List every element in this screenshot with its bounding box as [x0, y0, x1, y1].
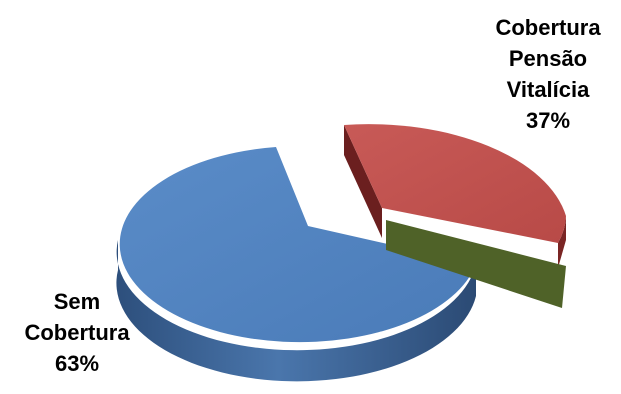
label-sem-cobertura: Sem Cobertura 63%	[2, 286, 152, 379]
label-cobertura-line2: Pensão	[508, 46, 588, 71]
label-sem-cobertura-line2: Cobertura	[24, 320, 130, 345]
label-cobertura-percent: 37%	[525, 108, 571, 133]
pie-slice-sem-cobertura	[119, 147, 476, 343]
label-cobertura-line3: Vitalícia	[506, 77, 590, 102]
label-sem-cobertura-percent: 63%	[54, 351, 100, 376]
pie-slice-sem-cobertura-side	[116, 240, 476, 382]
label-cobertura-line1: Cobertura	[495, 15, 601, 40]
label-sem-cobertura-line1: Sem	[53, 289, 101, 314]
pie-slice-cobertura-cut-face	[386, 220, 566, 308]
pie-slice-cobertura-rim	[558, 216, 566, 268]
pie-slice-cobertura-wall	[344, 125, 382, 238]
pie-slice-cobertura-pensao-vitalicia	[344, 124, 566, 243]
label-cobertura-pensao-vitalicia: Cobertura Pensão Vitalícia 37%	[478, 12, 618, 136]
